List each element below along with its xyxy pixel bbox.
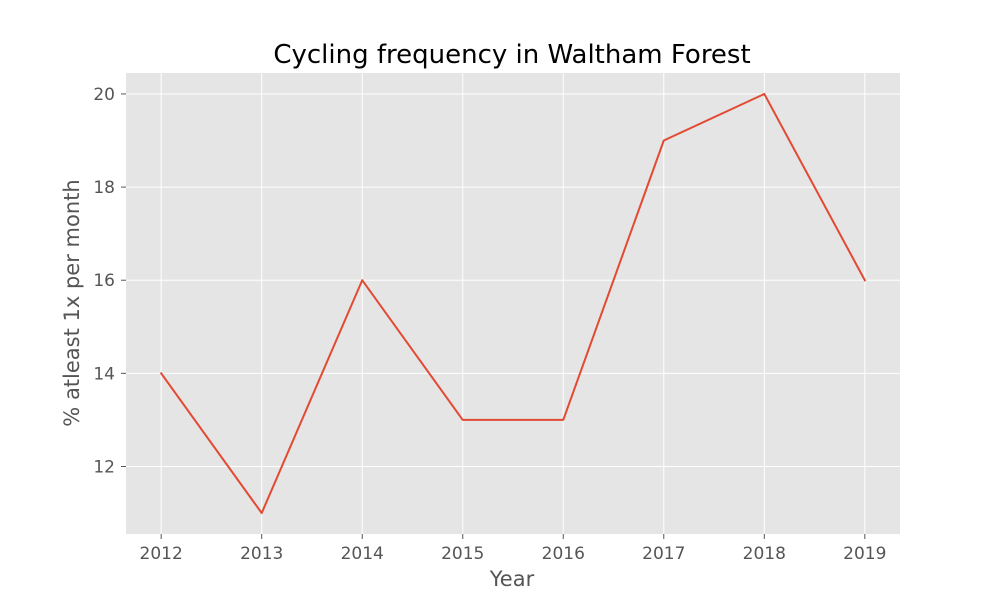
x-tick-label: 2012	[140, 544, 183, 564]
series-line	[159, 92, 867, 515]
y-axis-label: % atleast 1x per month	[60, 179, 84, 426]
y-tick-label: 14	[93, 364, 115, 384]
y-tick-label: 20	[93, 85, 115, 105]
x-tick-label: 2015	[441, 544, 484, 564]
x-axis-label: Year	[489, 567, 535, 591]
data-point	[864, 279, 866, 281]
y-tick-label: 16	[93, 271, 115, 291]
plot-area-background	[126, 73, 900, 534]
x-tick-label: 2014	[341, 544, 384, 564]
data-point	[462, 419, 464, 421]
x-tick-label: 2013	[240, 544, 283, 564]
data-point	[160, 372, 162, 374]
data-point	[261, 512, 263, 514]
data-point	[562, 419, 564, 421]
x-tick-label: 2016	[542, 544, 585, 564]
x-tick-label: 2019	[843, 544, 886, 564]
y-tick-label: 12	[93, 457, 115, 477]
data-point	[361, 279, 363, 281]
y-tick-label: 18	[93, 178, 115, 198]
x-tick-label: 2018	[743, 544, 786, 564]
chart-title: Cycling frequency in Waltham Forest	[273, 40, 750, 70]
x-tick-label: 2017	[642, 544, 685, 564]
data-point	[763, 93, 765, 95]
data-point	[663, 140, 665, 142]
